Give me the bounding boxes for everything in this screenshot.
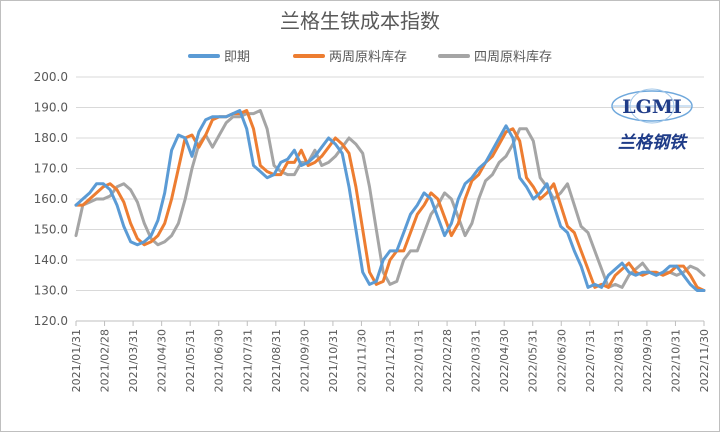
x-tick-label: 2021/05/31 xyxy=(184,329,197,392)
x-tick-label: 2021/03/31 xyxy=(127,329,140,392)
legend: 即期 两周原料库存 四周原料库存 xyxy=(188,49,552,65)
x-tick-label: 2021/12/31 xyxy=(384,329,397,392)
x-tick-label: 2021/11/30 xyxy=(355,329,368,392)
globe-icon xyxy=(611,88,693,124)
x-tick-label: 2022/08/31 xyxy=(612,329,625,392)
logo-text: LGMI xyxy=(622,96,682,118)
y-tick-label: 160.0 xyxy=(34,192,68,206)
series-line-2 xyxy=(74,109,706,289)
lgmi-logo: LGMI 兰格钢铁 xyxy=(611,88,693,153)
x-tick-label: 2022/03/31 xyxy=(470,329,483,392)
legend-label-0: 即期 xyxy=(224,50,250,65)
x-tick-label: 2021/06/30 xyxy=(213,329,226,392)
x-tick-label: 2022/05/31 xyxy=(527,329,540,392)
x-tick-label: 2022/09/30 xyxy=(641,329,654,392)
x-tick-label: 2021/04/30 xyxy=(156,329,169,392)
x-tick-label: 2022/07/31 xyxy=(584,329,597,392)
y-tick-label: 140.0 xyxy=(34,253,68,267)
series-line-0 xyxy=(74,109,706,292)
y-tick-label: 170.0 xyxy=(34,162,68,176)
y-tick-label: 190.0 xyxy=(34,101,68,115)
x-tick-label: 2022/11/30 xyxy=(698,329,711,392)
x-tick-label: 2021/10/31 xyxy=(327,329,340,392)
x-tick-label: 2022/02/28 xyxy=(441,329,454,392)
x-tick-label: 2022/01/31 xyxy=(413,329,426,392)
y-tick-label: 150.0 xyxy=(34,223,68,237)
y-tick-label: 120.0 xyxy=(34,314,68,328)
logo-subtitle: 兰格钢铁 xyxy=(618,133,689,153)
legend-label-2: 四周原料库存 xyxy=(474,49,552,65)
x-tick-label: 2021/09/30 xyxy=(298,329,311,392)
y-tick-label: 130.0 xyxy=(34,284,68,298)
x-tick-label: 2021/01/31 xyxy=(70,329,83,392)
y-tick-label: 180.0 xyxy=(34,131,68,145)
series-lines xyxy=(74,109,706,292)
x-tick-label: 2021/08/31 xyxy=(270,329,283,392)
x-tick-label: 2022/10/31 xyxy=(669,329,682,392)
x-tick-label: 2021/02/28 xyxy=(99,329,112,392)
x-tick-label: 2021/07/31 xyxy=(241,329,254,392)
x-tick-label: 2022/04/30 xyxy=(498,329,511,392)
legend-label-1: 两周原料库存 xyxy=(329,49,407,65)
y-tick-label: 200.0 xyxy=(34,70,68,84)
x-axis: 2021/01/31 2021/02/28 2021/03/31 2021/04/30… xyxy=(70,320,711,392)
chart-title: 兰格生铁成本指数 xyxy=(280,9,440,33)
y-axis: 200.0 190.0 180.0 170.0 160.0 150.0 140.0 130.0… xyxy=(34,70,68,328)
x-tick-label: 2022/06/30 xyxy=(555,329,568,392)
